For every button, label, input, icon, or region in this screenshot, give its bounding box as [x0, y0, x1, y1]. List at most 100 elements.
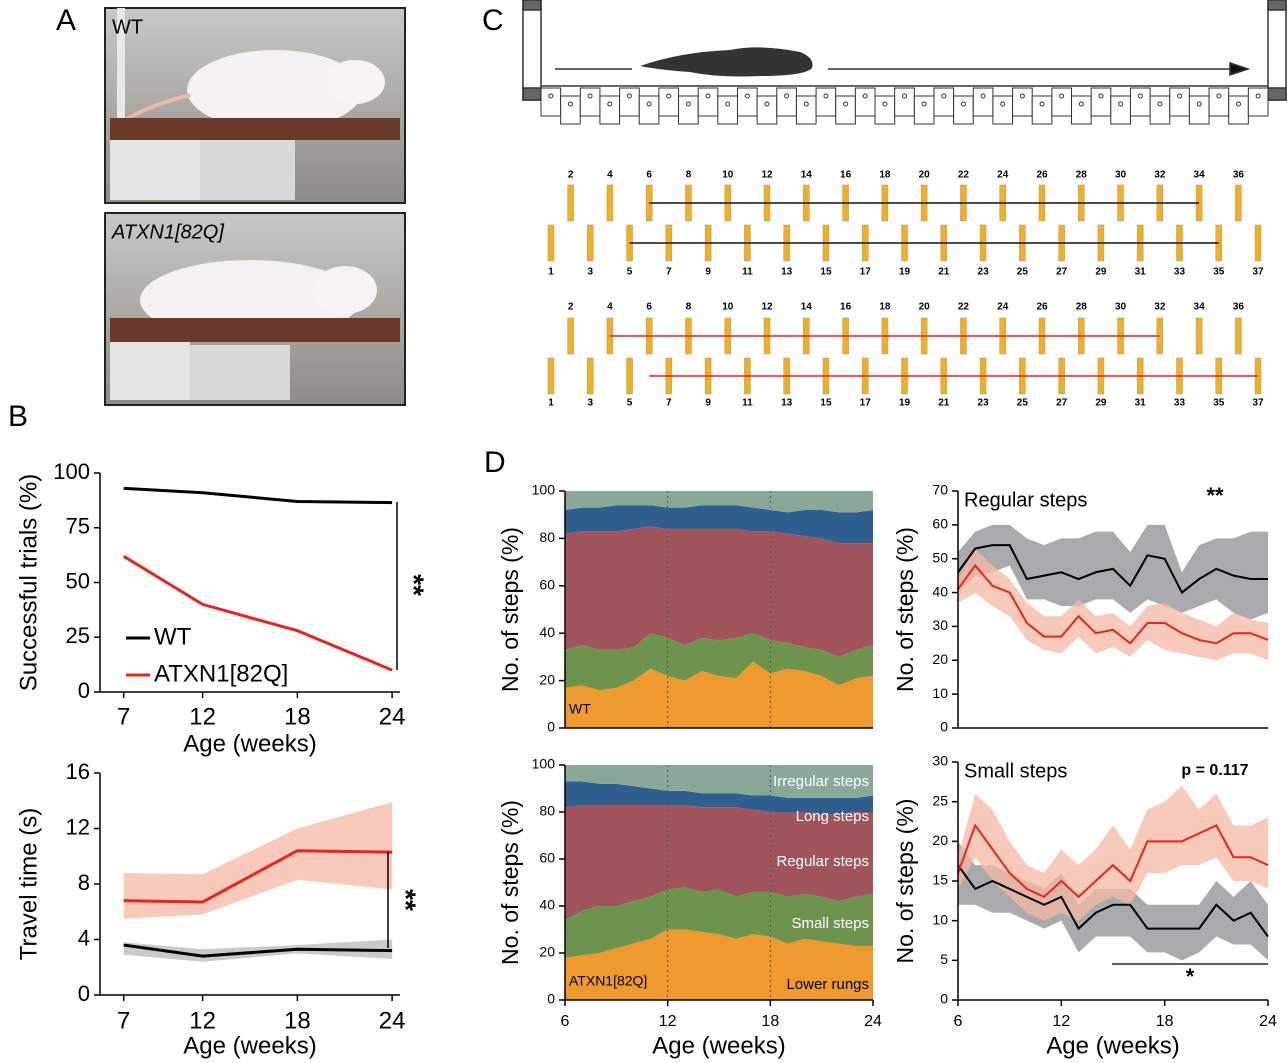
ladder-peg	[764, 101, 770, 107]
rung-number: 28	[1076, 170, 1088, 181]
rung-number: 30	[1115, 302, 1127, 313]
y-tick-label: 12	[66, 814, 90, 839]
ladder-peg	[1177, 93, 1183, 99]
ladder-peg	[1236, 101, 1242, 107]
rung-number: 22	[958, 170, 970, 181]
rung-number: 26	[1036, 302, 1048, 313]
rung-number: 11	[742, 398, 753, 409]
ladder-peg	[980, 93, 986, 99]
error-band	[958, 785, 1268, 921]
x-tick-label: 24	[379, 1007, 406, 1034]
x-tick-label: 12	[189, 1007, 216, 1034]
ladder-peg	[626, 93, 632, 99]
area-layer	[565, 661, 873, 728]
y-tick-label: 10	[932, 685, 948, 701]
series-label: Lower rungs	[786, 976, 869, 993]
ladder-box	[835, 95, 856, 125]
rung-number: 27	[1056, 398, 1068, 409]
x-tick-label: 24	[379, 703, 406, 730]
panel-letter: B	[8, 400, 28, 433]
annotation: p = 0.117	[1181, 762, 1248, 779]
rung-number: 36	[1233, 302, 1245, 313]
rung-number: 10	[722, 170, 734, 181]
ladder-box	[1051, 87, 1073, 117]
rung-number: 33	[1174, 267, 1186, 278]
rung-number: 25	[1017, 267, 1029, 278]
rung-number: 8	[686, 302, 692, 313]
y-tick-label: 8	[78, 870, 90, 895]
rung-number: 1	[548, 398, 554, 409]
rung-number: 5	[627, 398, 633, 409]
y-tick-label: 70	[932, 482, 948, 498]
ladder-box	[1110, 95, 1131, 125]
annotation: **	[1206, 483, 1224, 508]
rung-number: 37	[1252, 398, 1264, 409]
ladder-peg	[1157, 101, 1163, 107]
x-tick-label: 6	[954, 1013, 963, 1030]
ladder-box	[756, 95, 778, 125]
rung-number: 7	[666, 267, 672, 278]
y-axis-label: No. of steps (%)	[892, 799, 918, 964]
ladder-peg	[882, 101, 888, 107]
ladder-peg	[862, 93, 868, 99]
ladder-box	[894, 87, 915, 117]
rung-number: 8	[686, 170, 692, 181]
photo-label: ATXN1[82Q]	[111, 221, 224, 243]
ladder-peg	[1118, 101, 1124, 107]
rung-number: 13	[781, 267, 793, 278]
ladder-peg	[1059, 93, 1065, 99]
chart-label: WT	[569, 701, 591, 717]
ladder-peg	[1000, 101, 1006, 107]
rung-number: 20	[919, 170, 931, 181]
ladder-peg	[960, 101, 966, 107]
area-layer	[565, 526, 873, 657]
rung-number: 17	[860, 398, 872, 409]
legend-label: ATXN1[82Q]	[154, 660, 288, 687]
rung	[1195, 317, 1203, 355]
rung-number: 14	[801, 170, 813, 181]
y-tick-label: 100	[532, 482, 556, 498]
ladder-peg	[921, 101, 927, 107]
y-tick-label: 0	[940, 719, 948, 735]
x-tick-label: 18	[761, 1013, 779, 1030]
rung-number: 32	[1154, 170, 1166, 181]
rung	[567, 184, 574, 222]
rung-number: 22	[958, 302, 970, 313]
rung-number: 23	[978, 267, 990, 278]
ladder-peg	[587, 93, 593, 99]
x-tick-label: 24	[864, 1013, 882, 1030]
y-tick-label: 100	[532, 756, 556, 772]
line	[122, 554, 393, 672]
line	[957, 864, 1269, 938]
ladder-box	[717, 95, 738, 125]
photo-atxn1	[104, 212, 406, 406]
y-tick-label: 25	[932, 792, 948, 808]
rung-number: 34	[1194, 170, 1206, 181]
ladder-box	[1208, 87, 1230, 117]
area-layer	[565, 505, 873, 544]
y-tick-label: 0	[547, 719, 555, 735]
area-layer	[565, 633, 873, 691]
ladder-box	[795, 95, 817, 125]
y-tick-label: 16	[66, 759, 90, 784]
y-axis-label: Travel time (s)	[15, 808, 42, 960]
line	[957, 544, 1268, 595]
rung-number: 7	[666, 398, 672, 409]
series-label: Long steps	[796, 808, 869, 825]
annotation: *	[1186, 964, 1195, 989]
ladder-box	[1169, 87, 1190, 117]
rung-number: 19	[899, 398, 911, 409]
rung-number: 6	[646, 302, 652, 313]
ladder-peg	[1078, 101, 1084, 107]
ladder-box	[599, 95, 621, 125]
rung-number: 15	[820, 398, 832, 409]
rung-number: 31	[1135, 398, 1147, 409]
series-label: Small steps	[791, 915, 869, 932]
ladder-box	[1228, 95, 1249, 125]
rung-number: 37	[1252, 267, 1264, 278]
line	[123, 486, 393, 505]
error-band	[123, 802, 393, 919]
rung	[1235, 184, 1242, 222]
x-tick-label: 7	[117, 1007, 130, 1034]
rung-number: 16	[840, 170, 852, 181]
